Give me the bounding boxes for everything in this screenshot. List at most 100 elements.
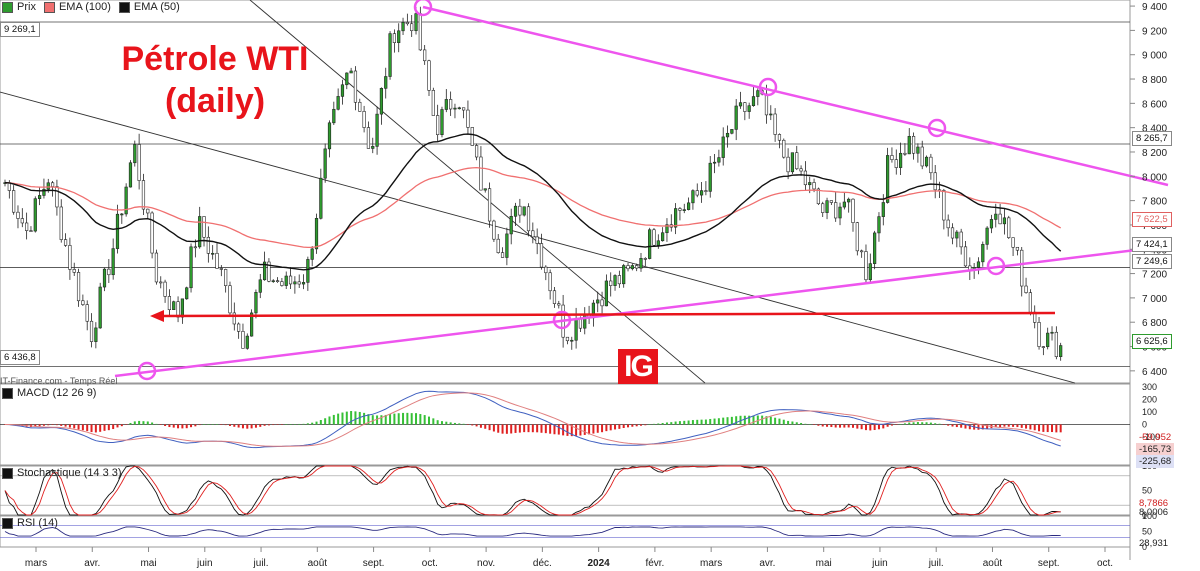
candle-body: [1037, 322, 1041, 347]
candle-body: [998, 213, 1002, 225]
macd-hist-bar: [856, 424, 859, 429]
candle-body: [959, 231, 963, 248]
candle-body: [457, 107, 461, 110]
macd-hist-bar: [627, 424, 630, 428]
candle-body: [211, 252, 215, 255]
candle-body: [738, 102, 743, 107]
candle-body: [401, 22, 405, 32]
candle-body: [613, 275, 617, 286]
macd-hist-bar: [458, 423, 461, 425]
candle-body: [462, 107, 466, 111]
candle-body: [1002, 217, 1007, 225]
candle-body: [392, 33, 396, 43]
price-tick-label: 9 000: [1142, 51, 1167, 62]
candle-body: [85, 304, 89, 322]
trend-line-upper: [249, 0, 706, 384]
candle-body: [327, 122, 332, 150]
candle-body: [72, 269, 76, 273]
candle-body: [574, 318, 578, 341]
macd-hist-bar: [955, 424, 958, 428]
candle-body: [821, 203, 825, 213]
candle-body: [487, 188, 492, 222]
candle-body: [1024, 285, 1028, 293]
macd-hist-bar: [765, 416, 768, 425]
candle-body: [449, 99, 453, 110]
candle-body: [388, 33, 392, 77]
candle-body: [656, 240, 660, 246]
macd-hist-bar: [596, 424, 599, 433]
macd-hist-bar: [1055, 424, 1058, 433]
macd-hist-bar: [774, 417, 777, 425]
candle-body: [215, 252, 219, 269]
macd-hist-bar: [341, 412, 344, 425]
macd-hist-bar: [813, 424, 816, 425]
macd-hist-bar: [233, 424, 236, 427]
macd-hist-bar: [566, 424, 569, 436]
candle-body: [245, 335, 249, 349]
candle-body: [1007, 217, 1011, 238]
chart-title-line1: Pétrole WTI: [121, 40, 309, 78]
macd-hist-bar: [371, 415, 374, 425]
macd-hist-bar: [306, 423, 309, 425]
macd-hist-bar: [250, 424, 253, 429]
macd-hist-bar: [895, 424, 898, 425]
macd-hist-bar: [64, 424, 67, 427]
candle-body: [894, 159, 898, 168]
macd-hist-bar: [752, 415, 755, 425]
candle-body: [284, 275, 288, 286]
price-tag-8265: 8 265,7: [1132, 131, 1172, 146]
candle-body: [172, 301, 176, 310]
month-label: sept.: [363, 558, 385, 569]
candle-body: [271, 280, 275, 283]
candle-body: [89, 320, 94, 342]
legend-swatch-ema100: [43, 1, 55, 13]
resistance-line: [422, 5, 1169, 187]
macd-hist-bar: [994, 424, 997, 428]
candle-body: [1028, 292, 1032, 313]
macd-hist-bar: [492, 424, 495, 432]
candle-body: [877, 216, 881, 234]
macd-hist-bar: [890, 424, 893, 426]
macd-hist-bar: [466, 424, 469, 425]
macd-hist-bar: [77, 424, 80, 430]
candle-body: [444, 99, 448, 110]
candle-body: [920, 146, 924, 167]
macd-hist-bar: [410, 413, 413, 425]
ema-50-line: [4, 133, 1062, 271]
macd-hist-bar: [1042, 424, 1045, 432]
candle-body: [535, 236, 539, 244]
macd-tag-3: -225,68: [1136, 455, 1175, 468]
macd-hist-bar: [289, 424, 292, 425]
candle-body: [976, 261, 981, 268]
candle-body: [42, 188, 46, 196]
candle-body: [773, 113, 777, 135]
macd-hist-bar: [968, 424, 971, 430]
month-label: juil.: [928, 558, 944, 569]
legend-ema100: EMA (100): [58, 1, 111, 13]
rsi-tick-label: 100: [1142, 511, 1157, 521]
macd-hist-bar: [428, 416, 430, 425]
macd-hist-bar: [345, 411, 348, 425]
candle-body: [297, 281, 301, 285]
price-tick-label: 8 000: [1142, 172, 1167, 183]
macd-hist-bar: [1012, 424, 1015, 427]
candle-body: [661, 232, 665, 242]
macd-hist-bar: [717, 418, 720, 425]
legend-swatch-ema50: [118, 1, 130, 13]
candle-body: [557, 303, 561, 306]
macd-line: [4, 390, 1061, 449]
macd-hist-bar: [445, 421, 448, 425]
candle-body: [379, 88, 384, 115]
macd-hist-bar: [575, 424, 578, 436]
macd-hist-bar: [484, 424, 487, 429]
candle-body: [332, 108, 336, 124]
candle-body: [483, 188, 487, 191]
macd-hist-bar: [263, 424, 266, 426]
macd-hist-bar: [1007, 424, 1010, 427]
price-tick-label: 8 600: [1142, 99, 1167, 110]
macd-hist-bar: [293, 424, 296, 425]
macd-hist-bar: [86, 424, 89, 432]
macd-hist-bar: [531, 424, 534, 433]
macd-hist-bar: [873, 424, 876, 431]
macd-hist-bar: [94, 424, 97, 433]
